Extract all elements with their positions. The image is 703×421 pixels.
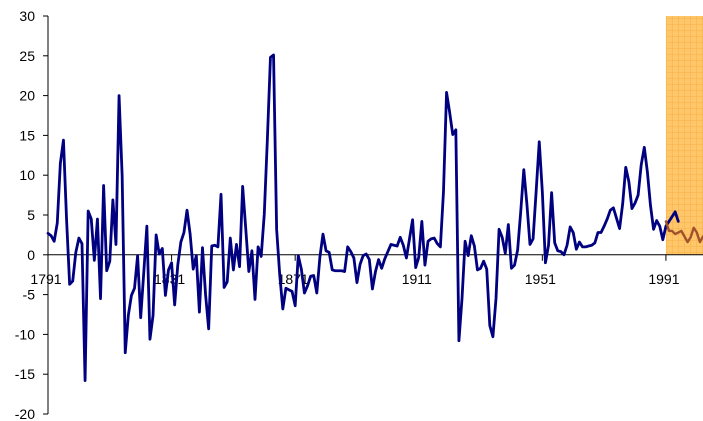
y-tick-label: -5 [23, 287, 36, 303]
x-tick-label: 1791 [30, 271, 61, 287]
y-tick-label: 5 [27, 207, 35, 223]
x-tick-label: 1911 [402, 271, 432, 287]
y-axis [43, 15, 49, 415]
series-group [46, 53, 703, 382]
y-tick-label: 15 [19, 127, 35, 143]
y-tick-labels: 30 25 20 15 10 5 0 -5 -10 -15 -20 [15, 8, 35, 421]
x-tick-label: 1991 [648, 271, 679, 287]
x-axis [47, 254, 703, 261]
y-tick-label: 20 [19, 88, 35, 104]
y-tick-label: -10 [15, 326, 35, 342]
y-tick-label: 30 [19, 8, 35, 24]
y-tick-label: 0 [27, 247, 35, 263]
y-tick-label: -15 [15, 366, 35, 382]
series-line-2 [664, 220, 703, 244]
y-tick-label: 10 [19, 167, 35, 183]
y-tick-label: -20 [15, 406, 35, 421]
x-tick-label: 1951 [525, 271, 556, 287]
x-tick-label: 1831 [154, 271, 185, 287]
series-line-1 [46, 53, 680, 382]
y-tick-label: 25 [19, 48, 35, 64]
